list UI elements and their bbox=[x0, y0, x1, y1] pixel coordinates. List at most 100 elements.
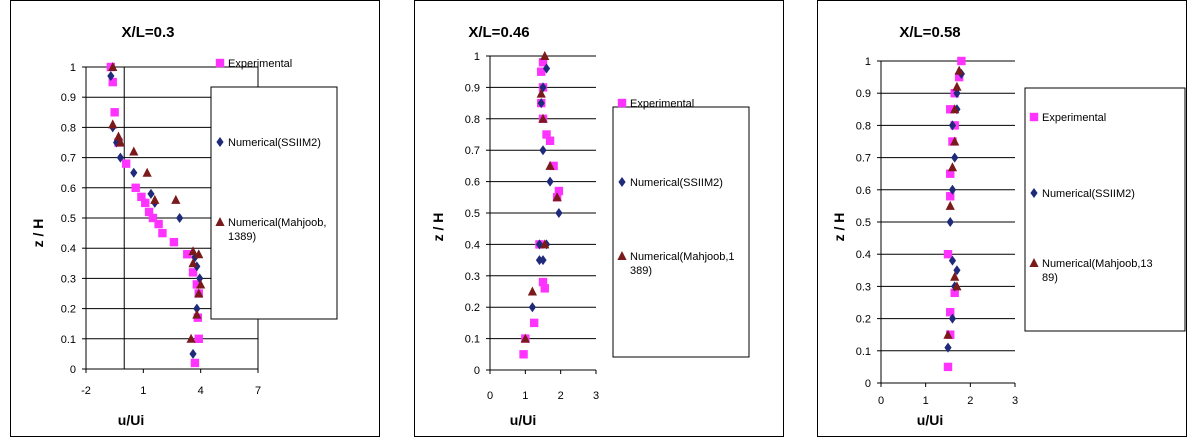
data-point bbox=[952, 81, 962, 91]
legend-marker bbox=[216, 137, 224, 147]
data-point bbox=[540, 284, 549, 293]
x-tick-label: 0 bbox=[878, 395, 884, 407]
data-point bbox=[957, 56, 966, 66]
y-tick-label: 0.5 bbox=[856, 217, 871, 229]
x-tick-label: 4 bbox=[198, 385, 204, 397]
data-point bbox=[171, 194, 181, 204]
x-tick-label: 2 bbox=[967, 395, 973, 407]
legend-label: Numerical(Mahjoob,1 bbox=[630, 251, 735, 263]
data-point bbox=[194, 334, 203, 343]
data-point bbox=[943, 362, 953, 372]
y-tick-label: 0.7 bbox=[465, 145, 480, 157]
x-tick-label: 7 bbox=[255, 385, 261, 397]
data-point bbox=[535, 255, 544, 266]
legend-label: Experimental bbox=[228, 58, 292, 70]
data-point bbox=[121, 159, 131, 168]
y-tick-label: 0.9 bbox=[465, 82, 480, 94]
data-point bbox=[555, 208, 563, 218]
chart-panel-3: X/L=0.58 0 0.1 0.2 0.3 0.4 0.5 0.6 0.7 0.8 0.9 1 0 1 2… bbox=[817, 0, 1187, 437]
y-tick-label: 0.4 bbox=[856, 249, 871, 261]
y-tick-label: 0.2 bbox=[856, 314, 871, 326]
y-tick-label: 0.8 bbox=[465, 114, 480, 126]
y-tick-label: 0.5 bbox=[61, 213, 76, 225]
data-point bbox=[947, 162, 958, 172]
data-point bbox=[954, 65, 964, 75]
data-point bbox=[113, 131, 124, 141]
data-point bbox=[192, 280, 202, 289]
data-point bbox=[952, 281, 962, 291]
data-point bbox=[944, 342, 952, 353]
data-point bbox=[554, 186, 564, 196]
legend-item: Numerical(Mahjoob,1 389) bbox=[617, 251, 735, 277]
legend-label-cont: 389) bbox=[630, 265, 652, 277]
data-point bbox=[169, 237, 179, 247]
data-point bbox=[950, 136, 960, 146]
data-point bbox=[950, 271, 960, 281]
data-point bbox=[946, 169, 955, 178]
legend-label-cont: 1389) bbox=[228, 231, 256, 243]
x-axis-label: u/Ui bbox=[510, 412, 536, 428]
y-tick-label: 1 bbox=[865, 56, 871, 68]
x-tick-label: 2 bbox=[558, 390, 564, 402]
legend-label-cont: 89) bbox=[1042, 272, 1058, 284]
legend-marker bbox=[617, 251, 627, 260]
data-point bbox=[528, 302, 536, 313]
data-point bbox=[546, 176, 554, 187]
data-point bbox=[950, 288, 959, 298]
y-tick-label: 0.7 bbox=[856, 153, 871, 165]
data-point bbox=[519, 350, 528, 359]
legend-marker bbox=[1029, 258, 1039, 267]
y-tick-label: 0.1 bbox=[61, 334, 76, 346]
chart-panel-2: X/L=0.46 0 0.1 0.2 0.3 0.4 0.5 0.6 0.7 0.8 0.9 1 0 1 2… bbox=[414, 0, 784, 437]
legend-label: Numerical(SSIIM2) bbox=[1042, 188, 1135, 200]
y-axis-label: z / H bbox=[831, 213, 847, 242]
series-1 bbox=[943, 56, 966, 372]
data-point bbox=[950, 104, 960, 114]
y-tick-label: 0 bbox=[70, 364, 76, 376]
data-point bbox=[148, 213, 158, 223]
data-point bbox=[108, 62, 118, 71]
x-tick-label: -2 bbox=[81, 385, 91, 397]
data-point bbox=[188, 246, 198, 256]
legend-item: Experimental bbox=[617, 98, 694, 110]
data-point bbox=[147, 188, 155, 199]
data-point bbox=[946, 192, 955, 201]
y-tick-label: 0.2 bbox=[61, 304, 76, 316]
data-point bbox=[527, 286, 537, 296]
y-tick-label: 0.4 bbox=[61, 243, 76, 255]
legend-box bbox=[612, 106, 750, 358]
chart-title: X/L=0.46 bbox=[468, 24, 529, 41]
data-point bbox=[196, 273, 204, 284]
chart-xl-0.46: X/L=0.46 0 0.1 0.2 0.3 0.4 0.5 0.6 0.7 0.8 0.9 1 0 1 2… bbox=[430, 24, 750, 428]
data-point bbox=[110, 108, 119, 117]
data-point bbox=[943, 329, 953, 339]
x-tick-label: 1 bbox=[522, 390, 528, 402]
data-point bbox=[536, 88, 546, 98]
x-tick-label: 1 bbox=[140, 385, 146, 397]
y-tick-label: 0.3 bbox=[465, 271, 480, 283]
data-point bbox=[108, 77, 117, 87]
y-axis-label: z / H bbox=[30, 219, 46, 248]
y-tick-label: 0.6 bbox=[465, 177, 480, 189]
x-tick-label: 0 bbox=[487, 390, 493, 402]
data-point bbox=[137, 192, 146, 202]
legend-box bbox=[1024, 87, 1186, 332]
data-point bbox=[946, 217, 954, 227]
chart-xl-0.58: X/L=0.58 0 0.1 0.2 0.3 0.4 0.5 0.6 0.7 0.8 0.9 1 0 1 2… bbox=[831, 24, 1186, 428]
data-point bbox=[150, 194, 160, 204]
legend-marker bbox=[215, 58, 225, 68]
data-point bbox=[552, 192, 562, 202]
y-tick-label: 0.6 bbox=[856, 185, 871, 197]
y-tick-label: 0.1 bbox=[465, 334, 480, 346]
data-point bbox=[539, 145, 547, 156]
y-axis-label: z / H bbox=[430, 213, 446, 242]
series-3 bbox=[943, 65, 964, 339]
data-point bbox=[948, 255, 957, 266]
data-point bbox=[545, 136, 555, 145]
y-tick-label: 1 bbox=[474, 51, 480, 63]
legend-label: Numerical(SSIIM2) bbox=[228, 137, 321, 149]
data-point bbox=[188, 268, 198, 277]
data-point bbox=[130, 167, 138, 178]
data-point bbox=[529, 318, 539, 328]
y-tick-label: 0.3 bbox=[61, 273, 76, 285]
